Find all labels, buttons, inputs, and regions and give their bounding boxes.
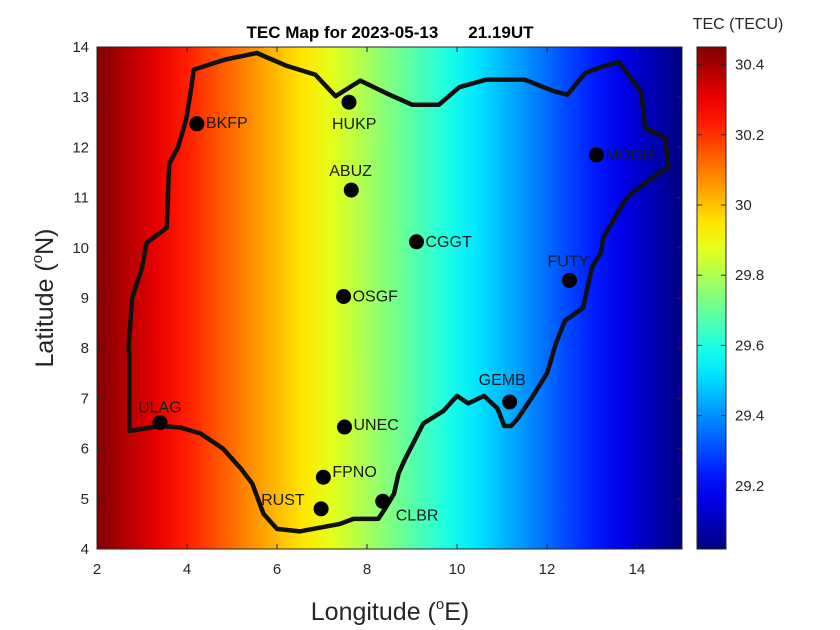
station-label-mdgr: MDGR: [606, 147, 655, 164]
station-label-gemb: GEMB: [479, 372, 526, 389]
x-tick-label: 10: [449, 561, 466, 578]
station-label-hukp: HUKP: [332, 116, 376, 133]
colorbar-tick-label: 30.4: [735, 57, 764, 74]
nigeria-border: [126, 50, 671, 534]
map-title-time: 21.19UT: [468, 23, 534, 42]
station-dot-ulag: [152, 414, 168, 430]
y-axis-ticks: 4 5 6 7 8 9 10 11 12 13 14: [72, 39, 682, 558]
station-dot-futy: [562, 272, 577, 288]
colorbar-ticks: 29.2 29.4 29.6 29.8 30 30.2 30.4: [697, 57, 764, 495]
station-label-clbr: CLBR: [396, 507, 439, 524]
y-tick-label: 9: [81, 290, 89, 307]
station-dot-fpno: [315, 469, 331, 485]
x-tick-label: 8: [363, 561, 371, 578]
colorbar-tick-label: 29.4: [735, 408, 764, 425]
colorbar-tick-label: 29.8: [735, 267, 764, 284]
station-label-bkfp: BKFP: [206, 115, 248, 132]
y-tick-label: 4: [81, 541, 89, 558]
station-markers: BKFP HUKP MDGR ABUZ CGGT FUTY OSGF GEMB ULAG UNEC…: [138, 94, 655, 524]
station-label-futy: FUTY: [548, 253, 590, 270]
station-dot-bkfp: [189, 116, 205, 132]
y-tick-label: 10: [72, 240, 89, 257]
station-label-cggt: CGGT: [426, 234, 472, 251]
colorbar-title: TEC (TECU): [693, 16, 784, 33]
x-tick-label: 4: [183, 561, 191, 578]
station-label-osgf: OSGF: [353, 288, 399, 305]
x-axis-label: Longitude (oE): [311, 596, 469, 626]
colorbar-tick-label: 30.2: [735, 127, 764, 144]
plot-area: BKFP HUKP MDGR ABUZ CGGT FUTY OSGF GEMB ULAG UNEC…: [72, 39, 683, 578]
map-title-date: TEC Map for 2023-05-13: [247, 23, 439, 42]
station-dot-gemb: [502, 394, 518, 410]
station-label-rust: RUST: [261, 492, 305, 509]
station-label-fpno: FPNO: [332, 464, 376, 481]
colorbar-tick-label: 30: [735, 197, 752, 214]
y-axis-label: Latitude (oN): [29, 229, 59, 368]
y-tick-label: 6: [81, 441, 89, 458]
x-tick-label: 14: [629, 561, 646, 578]
colorbar: TEC (TECU) 29.2 29.4 29.6 29.8 30 30.2 30.4: [693, 16, 784, 550]
station-dot-mdgr: [589, 147, 604, 163]
y-tick-label: 12: [72, 139, 89, 156]
station-label-abuz: ABUZ: [329, 163, 372, 180]
y-tick-label: 7: [81, 390, 89, 407]
y-tick-label: 11: [73, 190, 89, 207]
colorbar-gradient: [696, 46, 727, 550]
x-axis-ticks: 2 4 6 8 10 12 14: [93, 47, 646, 578]
colorbar-tick-label: 29.6: [735, 337, 764, 354]
station-dot-rust: [313, 501, 329, 517]
y-tick-label: 14: [72, 39, 89, 56]
y-tick-label: 8: [81, 340, 89, 357]
station-dot-clbr: [375, 493, 391, 509]
station-dot-cggt: [409, 234, 424, 250]
station-label-ulag: ULAG: [138, 399, 182, 416]
station-label-unec: UNEC: [354, 417, 399, 434]
colorbar-tick-label: 29.2: [735, 478, 764, 495]
station-dot-osgf: [336, 288, 352, 304]
x-tick-label: 6: [273, 561, 281, 578]
x-tick-label: 12: [539, 561, 556, 578]
x-tick-label: 2: [93, 561, 101, 578]
station-dot-unec: [337, 419, 352, 435]
station-dot-hukp: [341, 94, 357, 110]
y-tick-label: 5: [81, 491, 89, 508]
map-title: TEC Map for 2023-05-13 21.19UT: [247, 23, 535, 42]
station-dot-abuz: [343, 182, 359, 198]
y-tick-label: 13: [72, 89, 89, 106]
